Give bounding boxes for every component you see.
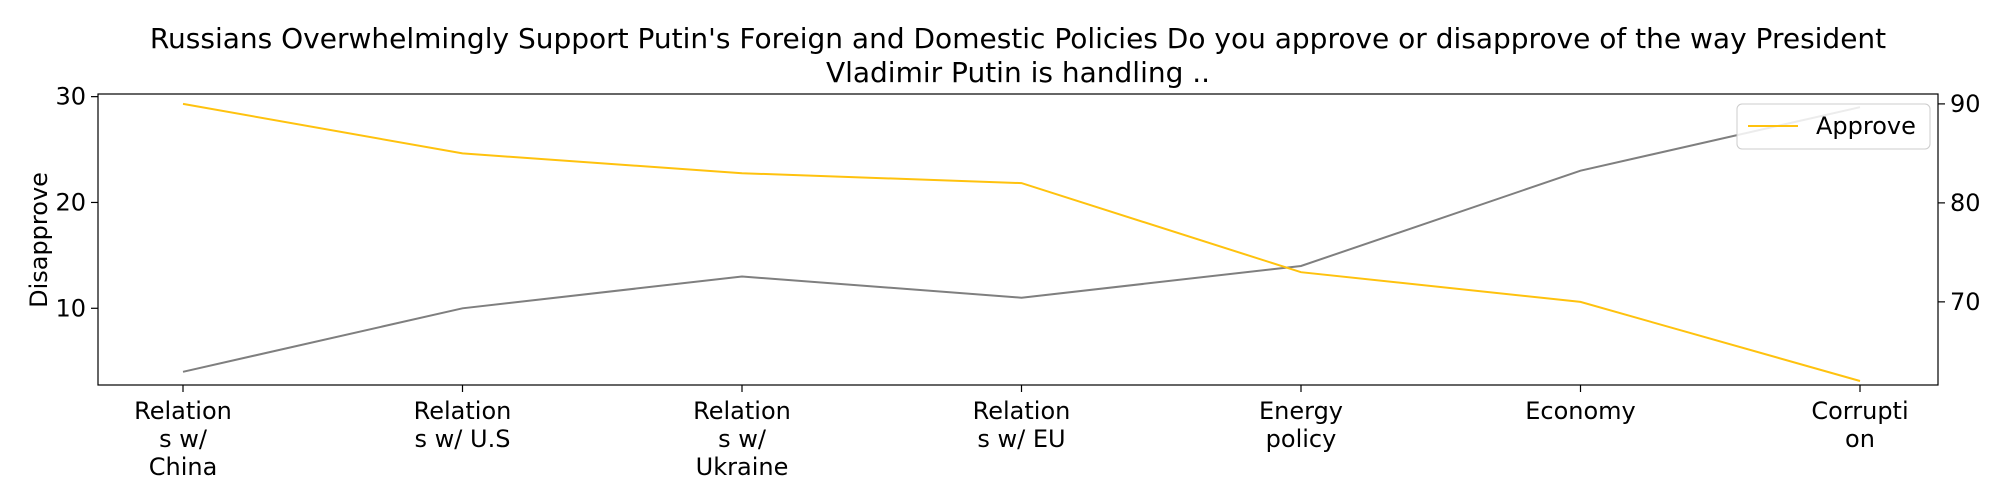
left-y-axis: 10 20 30 [55,83,98,322]
x-tick-label: s w/ [159,425,208,453]
right-y-tick-label: 70 [1950,288,1981,316]
x-tick-label: on [1845,425,1875,453]
x-tick-label: policy [1266,425,1337,453]
legend-label-approve: Approve [1816,112,1916,140]
left-y-tick-label: 10 [55,294,86,322]
legend[interactable]: Approve [1736,103,1931,150]
x-tick-label: Relation [414,397,512,425]
x-tick-label: s w/ U.S [415,425,511,453]
left-y-axis-label: Disapprove [25,172,53,308]
legend-box [1736,103,1931,150]
series-line-approve [182,102,1861,382]
left-y-tick-label: 30 [55,83,86,111]
right-y-tick-label: 90 [1950,90,1981,118]
x-tick-label: Economy [1525,397,1636,425]
chart-title: Russians Overwhelmingly Support Putin's … [150,22,1886,89]
x-tick-label: Relation [134,397,232,425]
x-tick-label: Ukraine [696,453,789,481]
x-tick-label: Energy [1259,397,1343,425]
series-line-disapprove [182,106,1861,373]
left-y-tick-label: 20 [55,188,86,216]
right-y-axis: 70 80 90 [1938,90,1981,316]
x-tick-label: s w/ EU [977,425,1065,453]
right-y-tick-label: 80 [1950,189,1981,217]
x-tick-label: Relation [693,397,791,425]
x-tick-label: s w/ [718,425,767,453]
chart-title-line-2: Vladimir Putin is handling .. [826,56,1210,89]
series-lines [182,102,1861,382]
x-tick-label: Corrupti [1811,397,1908,425]
x-tick-label: China [149,453,218,481]
chart-title-line-1: Russians Overwhelmingly Support Putin's … [150,22,1886,55]
plot-area [97,93,1939,386]
x-tick-label: Relation [973,397,1071,425]
